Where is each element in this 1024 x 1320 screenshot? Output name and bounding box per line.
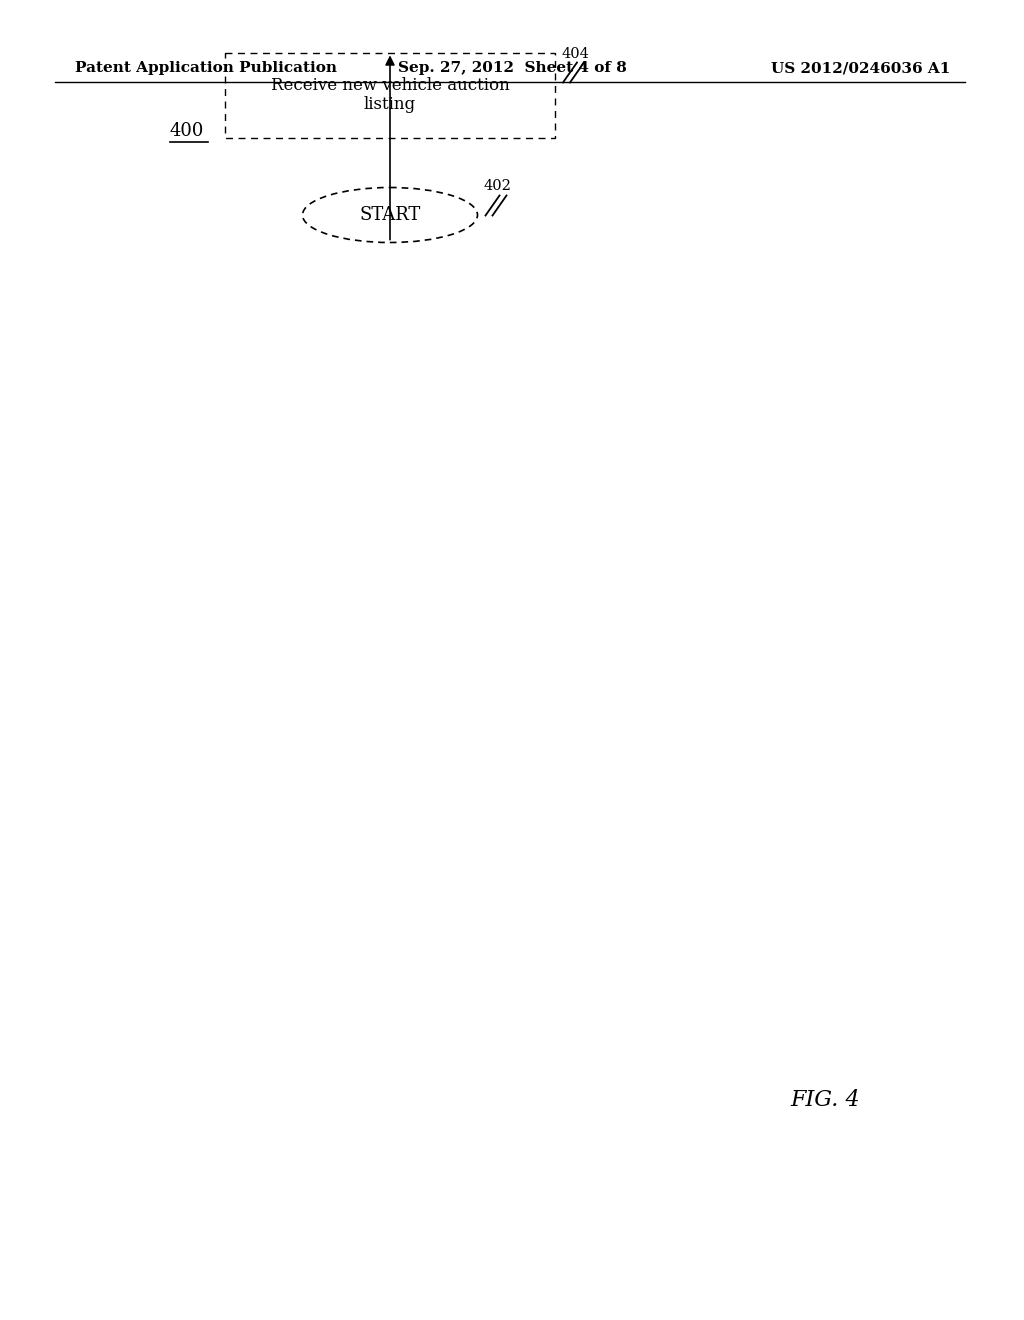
Text: 402: 402	[483, 180, 511, 194]
Text: Patent Application Publication: Patent Application Publication	[75, 61, 337, 75]
Text: FIG. 4: FIG. 4	[790, 1089, 859, 1111]
Text: Sep. 27, 2012  Sheet 4 of 8: Sep. 27, 2012 Sheet 4 of 8	[397, 61, 627, 75]
Text: 400: 400	[170, 121, 205, 140]
Text: US 2012/0246036 A1: US 2012/0246036 A1	[771, 61, 950, 75]
Text: 404: 404	[561, 46, 589, 61]
Text: Receive new vehicle auction
listing: Receive new vehicle auction listing	[270, 77, 509, 114]
Text: START: START	[359, 206, 421, 224]
